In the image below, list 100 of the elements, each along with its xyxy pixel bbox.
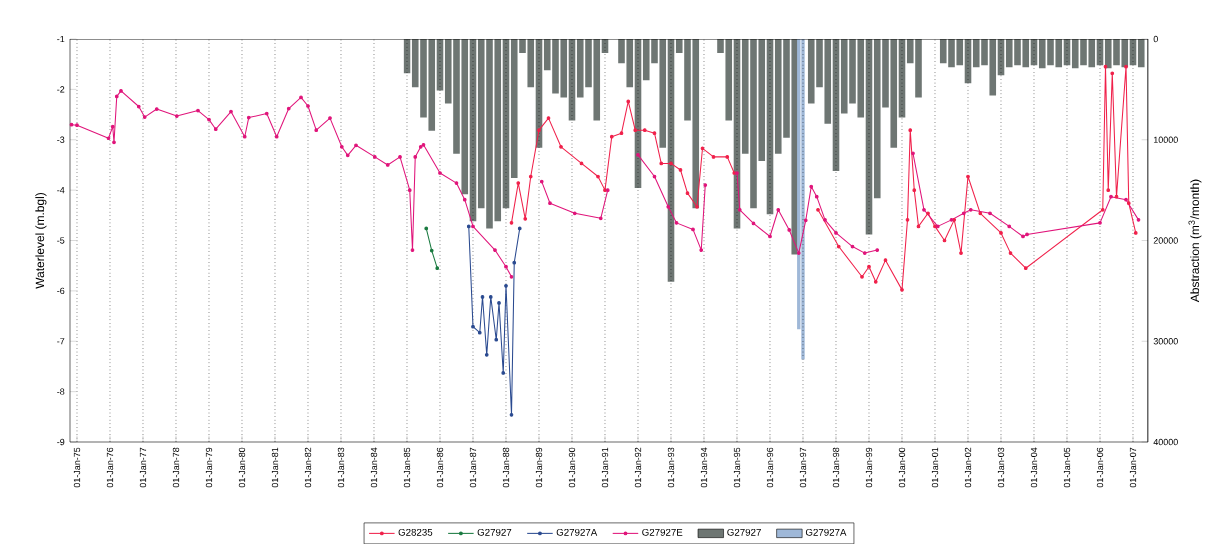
point <box>860 274 864 279</box>
x-tick-label: 01-Jan-77 <box>139 447 147 488</box>
point <box>685 191 690 195</box>
y-tick-label: -3 <box>57 136 65 143</box>
point <box>978 211 983 216</box>
x-tick-label: 01-Jan-76 <box>106 447 114 488</box>
point <box>1110 71 1115 76</box>
point <box>596 174 600 179</box>
point <box>429 248 434 253</box>
point <box>873 279 878 284</box>
point <box>678 168 683 172</box>
point <box>509 220 514 225</box>
x-tick-label: 01-Jan-89 <box>535 447 543 488</box>
legend-label: G27927A <box>805 528 847 536</box>
point <box>494 337 499 342</box>
point <box>700 146 705 151</box>
legend-label: G27927 <box>727 528 761 536</box>
point <box>537 128 541 132</box>
point <box>435 266 440 271</box>
point <box>523 216 528 221</box>
x-tick-label: 01-Jan-90 <box>568 447 576 488</box>
x-tick-label: 01-Jan-91 <box>601 447 609 488</box>
x-tick-label: 01-Jan-78 <box>172 447 180 488</box>
legend-label: G27927A <box>556 528 598 536</box>
x-tick-label: 01-Jan-88 <box>502 447 510 488</box>
y2-tick-label: 30000 <box>1153 338 1178 345</box>
point <box>477 330 482 335</box>
point <box>966 174 970 179</box>
point <box>905 217 910 222</box>
y-tick-label: -7 <box>57 338 65 345</box>
point <box>711 154 716 159</box>
point <box>579 161 584 166</box>
point <box>504 283 508 288</box>
x-tick-label: 01-Jan-85 <box>403 447 411 488</box>
x-tick-label: 01-Jan-83 <box>337 447 345 488</box>
point <box>926 211 930 216</box>
point <box>912 188 917 192</box>
y-tick-label: -5 <box>57 237 65 244</box>
point <box>626 99 631 104</box>
point <box>424 226 429 231</box>
y2-axis-title: Abstraction (m$^{3}$/month) <box>1188 179 1202 303</box>
x-tick-label: 01-Jan-00 <box>898 447 906 488</box>
bar <box>1137 38 1145 68</box>
point <box>619 131 624 136</box>
point <box>669 161 673 166</box>
point <box>916 224 921 229</box>
point <box>466 224 471 229</box>
point <box>1133 231 1138 235</box>
x-tick-label: 01-Jan-75 <box>73 447 81 488</box>
x-tick-label: 01-Jan-95 <box>733 447 741 488</box>
legend-label: G27927E <box>642 528 683 536</box>
point <box>642 128 647 132</box>
x-tick-label: 01-Jan-87 <box>469 447 477 488</box>
point <box>883 258 888 262</box>
x-tick-label: 01-Jan-98 <box>832 447 840 488</box>
point <box>1100 207 1105 212</box>
x-tick-label: 01-Jan-07 <box>1129 447 1137 488</box>
x-tick-label: 01-Jan-79 <box>205 447 213 488</box>
point <box>509 412 514 417</box>
y-tick-label: -8 <box>57 388 65 395</box>
point <box>501 371 506 375</box>
point <box>559 144 563 149</box>
y2-tick-label: 20000 <box>1153 237 1178 244</box>
point <box>528 174 533 179</box>
x-tick-label: 01-Jan-84 <box>370 447 378 488</box>
point <box>908 128 913 132</box>
x-tick-label: 01-Jan-92 <box>634 447 642 488</box>
x-tick-label: 01-Jan-03 <box>997 447 1005 488</box>
point <box>1106 188 1111 192</box>
point <box>900 287 904 292</box>
point <box>516 181 521 185</box>
x-tick-label: 01-Jan-05 <box>1063 447 1071 488</box>
point <box>517 226 522 231</box>
point <box>1008 251 1013 255</box>
point <box>659 161 664 166</box>
y2-tick-label: 40000 <box>1153 438 1178 446</box>
point <box>471 324 475 329</box>
point <box>1023 266 1028 271</box>
point <box>959 251 963 255</box>
x-tick-label: 01-Jan-96 <box>766 447 774 488</box>
x-tick-label: 01-Jan-06 <box>1096 447 1104 488</box>
x-tick-label: 01-Jan-86 <box>436 447 444 488</box>
x-tick-label: 01-Jan-04 <box>1030 447 1038 488</box>
x-tick-label: 01-Jan-01 <box>931 447 939 488</box>
x-tick-label: 01-Jan-02 <box>964 447 972 488</box>
point <box>1126 201 1131 206</box>
y2-tick-label: 10000 <box>1153 136 1178 143</box>
point <box>725 154 730 159</box>
y-tick-label: -1 <box>57 35 65 43</box>
x-tick-label: 01-Jan-81 <box>271 447 279 488</box>
point <box>1103 64 1108 69</box>
point <box>480 294 485 299</box>
point <box>1114 194 1119 199</box>
point <box>1124 64 1128 69</box>
point <box>633 128 638 132</box>
x-tick-label: 01-Jan-82 <box>304 447 312 488</box>
point <box>609 134 614 139</box>
point <box>695 204 699 209</box>
point <box>488 294 493 299</box>
x-tick-label: 01-Jan-80 <box>238 447 246 488</box>
